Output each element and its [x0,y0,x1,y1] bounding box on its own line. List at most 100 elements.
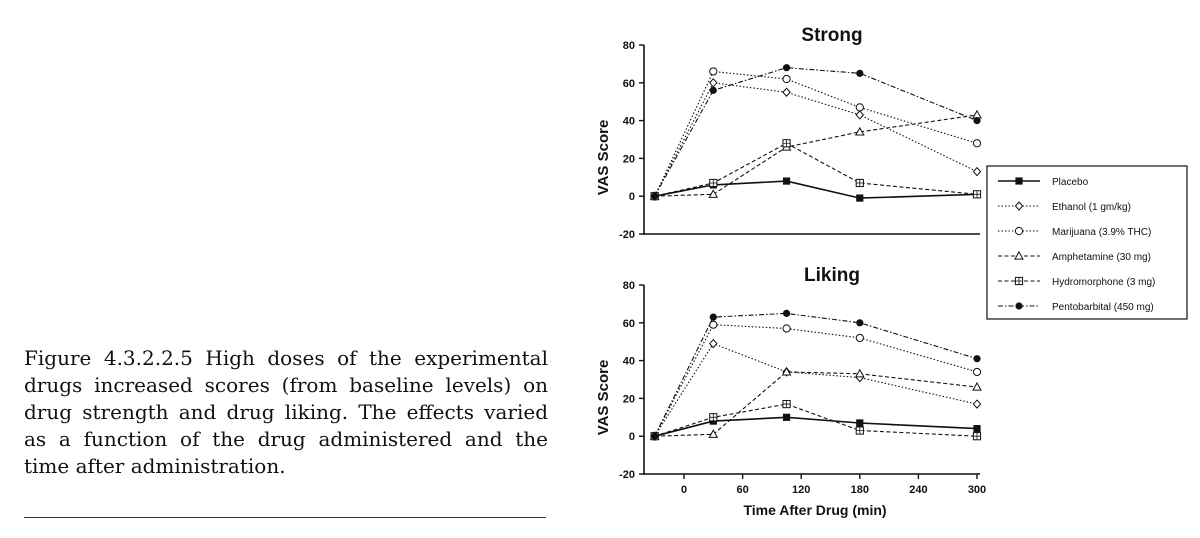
chart-panel-2: Liking -20 0 20 40 60 80 VAS Score 0 60 120 180 240 3… [595,265,986,518]
data-point [972,381,982,391]
series-line [654,67,978,197]
y-tick-label: 80 [623,280,635,292]
x-tick-label: 120 [792,484,810,496]
y-tick-label: 0 [629,191,635,203]
data-point [709,313,717,321]
x-tick-label: 240 [909,484,927,496]
data-point [972,109,982,119]
data-point [709,178,718,188]
data-point-cross [856,179,864,187]
legend-item: Amphetamine (30 mg) [998,250,1151,263]
data-point [855,333,864,343]
data-point [855,103,864,112]
series-6 [651,64,981,200]
legend-label: Pentobarbital (450 mg) [1052,302,1154,313]
series-5 [650,399,982,441]
series-6 [651,309,981,440]
chart-panel-1: Strong -20 0 20 40 60 80 VAS Score [595,25,982,241]
data-point [856,319,864,327]
series-1 [651,177,981,202]
data-point [972,367,982,377]
data-point [856,69,864,77]
caption-rule [24,517,546,518]
data-point [709,320,718,329]
series-2 [650,78,982,201]
data-point [781,366,792,376]
data-point [782,87,791,97]
chart-title: Liking [804,265,860,286]
y-tick-label: -20 [619,229,635,241]
series-line [654,312,978,437]
series-3 [650,67,982,201]
y-tick-label: 40 [623,356,635,368]
series-line [654,403,978,437]
data-point [972,399,982,409]
y-tick-label: 40 [623,116,635,128]
y-tick-label: 0 [629,431,635,443]
data-point [651,432,659,440]
y-axis-label: VAS Score [595,360,612,436]
legend-item: Pentobarbital (450 mg) [998,302,1154,313]
data-point [782,139,791,148]
legend-label: Amphetamine (30 mg) [1052,252,1151,263]
y-tick-label: 20 [623,393,635,405]
data-point [709,67,718,76]
data-point-cross [782,400,791,408]
data-point-cross [856,426,864,435]
data-point [854,126,865,136]
data-point [782,64,791,72]
data-point [972,139,982,148]
x-tick-label: 60 [736,484,748,496]
data-point [782,309,791,317]
data-point-cross [973,432,981,440]
series-4 [649,366,982,440]
series-line [654,70,978,197]
legend: Placebo Ethanol (1 gm/kg) Marijuana (3.9% … [986,165,1188,320]
x-tick-label: 0 [681,484,687,496]
figure-caption: Figure 4.3.2.2.5 High doses of the exper… [24,346,548,478]
y-axis-label: VAS Score [595,120,612,196]
data-point [651,192,659,200]
data-point-cross [709,413,717,421]
legend-box [986,165,1188,320]
legend-marker [1014,276,1024,286]
legend-item: Placebo [998,177,1089,188]
legend-marker [1015,302,1023,310]
data-point [709,413,718,422]
data-point [973,355,981,363]
data-point [855,110,865,120]
data-point [708,429,719,438]
data-point [855,178,864,188]
series-line [654,342,978,437]
legend-label: Ethanol (1 gm/kg) [1052,202,1131,213]
legend-item: Hydromorphone (3 mg) [998,276,1155,288]
data-point [972,166,982,177]
data-point [855,426,864,435]
series-line [654,82,978,197]
data-point [973,425,981,433]
data-point [856,194,864,202]
series-line [654,371,978,437]
y-tick-label: 20 [623,153,635,165]
data-point [709,86,717,94]
legend-item: Marijuana (3.9% THC) [998,226,1151,238]
data-point [782,324,791,333]
y-tick-label: -20 [619,469,635,481]
legend-marker [1015,177,1023,185]
series-1 [651,413,981,440]
legend-marker [1014,250,1024,260]
x-tick-label: 300 [968,484,986,496]
data-point [782,399,791,409]
legend-marker-cross [1015,277,1023,285]
data-point-cross [782,139,791,147]
data-point [973,117,981,125]
legend-label: Placebo [1052,177,1089,188]
data-point-cross [709,179,717,187]
chart-title: Strong [801,25,862,46]
x-tick-label: 180 [851,484,869,496]
legend-marker [1014,201,1024,211]
series-5 [650,139,982,201]
data-point [782,74,791,84]
data-point [709,78,718,88]
